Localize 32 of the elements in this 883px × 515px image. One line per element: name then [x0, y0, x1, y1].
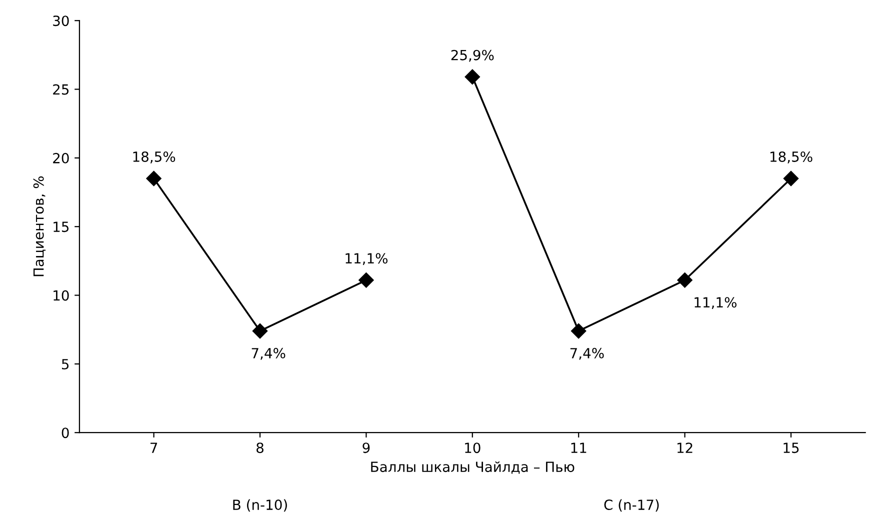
point — [252, 323, 268, 339]
data-label: 7,4% — [252, 348, 286, 360]
text: B (n-10) — [233, 499, 287, 512]
data-label: 25,9% — [451, 50, 494, 62]
y-tick-label: 15 — [54, 222, 69, 232]
text: C (n-17) — [604, 499, 659, 512]
y-tick-label: 0 — [62, 428, 69, 438]
point — [677, 272, 692, 288]
data-label: 18,5% — [770, 151, 812, 164]
data-label: 18,5% — [133, 151, 176, 164]
x-tick-label: 15 — [784, 442, 799, 454]
x-tick-label: 11 — [571, 442, 586, 453]
x-tick-label: 12 — [677, 442, 692, 453]
y-tick-label: 10 — [54, 290, 69, 301]
y-tick-label: 30 — [53, 16, 69, 26]
data-label: 11,1% — [694, 297, 736, 309]
y-tick-label: 25 — [53, 84, 69, 95]
y-tick-label: 5 — [62, 359, 69, 370]
x-tick-label: 8 — [256, 442, 264, 454]
x-axis-title: Баллы шкалы Чайлда – Пью — [371, 461, 574, 474]
y-tick-label: 20 — [53, 152, 69, 164]
point — [571, 323, 586, 339]
point — [358, 272, 374, 288]
x-tick-label: 9 — [362, 442, 370, 454]
y-axis-title: Пациентов, % — [33, 176, 46, 276]
point — [783, 170, 799, 186]
point — [146, 170, 162, 186]
data-label: 11,1% — [346, 253, 388, 265]
x-tick-label: 10 — [465, 442, 480, 454]
x-tick-label: 7 — [150, 442, 158, 453]
data-label: 7,4% — [570, 348, 604, 360]
point — [464, 69, 480, 84]
